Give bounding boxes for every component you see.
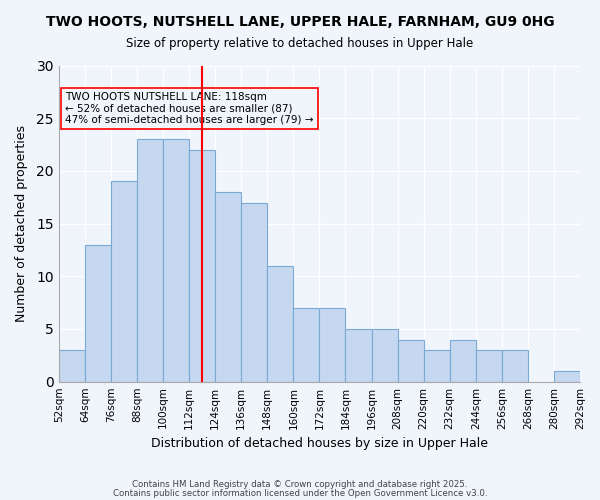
Bar [215,192,241,382]
Y-axis label: Number of detached properties: Number of detached properties [15,125,28,322]
Text: TWO HOOTS NUTSHELL LANE: 118sqm
← 52% of detached houses are smaller (87)
47% of: TWO HOOTS NUTSHELL LANE: 118sqm ← 52% of… [65,92,314,125]
Bar [398,340,424,382]
X-axis label: Distribution of detached houses by size in Upper Hale: Distribution of detached houses by size … [151,437,488,450]
Bar [85,244,111,382]
Bar [111,182,137,382]
Bar [163,140,189,382]
Bar [371,329,398,382]
Text: TWO HOOTS, NUTSHELL LANE, UPPER HALE, FARNHAM, GU9 0HG: TWO HOOTS, NUTSHELL LANE, UPPER HALE, FA… [46,15,554,29]
Bar [346,329,371,382]
Bar [59,350,85,382]
Bar [502,350,528,382]
Bar [476,350,502,382]
Bar [424,350,450,382]
Bar [293,308,319,382]
Text: Contains public sector information licensed under the Open Government Licence v3: Contains public sector information licen… [113,488,487,498]
Bar [189,150,215,382]
Text: Contains HM Land Registry data © Crown copyright and database right 2025.: Contains HM Land Registry data © Crown c… [132,480,468,489]
Bar [450,340,476,382]
Text: Size of property relative to detached houses in Upper Hale: Size of property relative to detached ho… [127,38,473,51]
Bar [319,308,346,382]
Bar [267,266,293,382]
Bar [554,371,580,382]
Bar [241,202,267,382]
Bar [137,140,163,382]
